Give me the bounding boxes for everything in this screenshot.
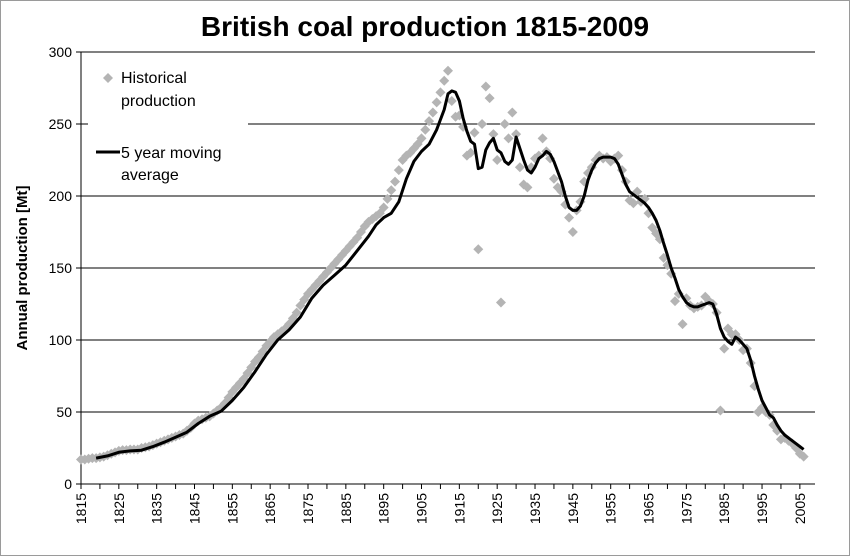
legend-label-historical: Historical — [121, 70, 187, 87]
data-point — [670, 296, 681, 307]
data-point — [677, 319, 688, 330]
legend-box — [88, 62, 248, 190]
data-point — [473, 244, 484, 255]
x-tick-label: 1955 — [603, 493, 619, 524]
x-tick-label: 1905 — [414, 493, 430, 524]
data-point — [537, 133, 548, 144]
x-tick-label: 1835 — [149, 493, 165, 524]
data-point — [798, 451, 809, 462]
data-point — [522, 182, 533, 193]
x-tick-label: 1985 — [716, 493, 732, 524]
moving-average-series — [95, 89, 805, 460]
y-tick-label: 250 — [49, 116, 73, 132]
legend-marker-historical — [103, 73, 113, 83]
data-point — [333, 254, 344, 265]
data-point — [427, 107, 438, 118]
y-tick-label: 150 — [49, 260, 73, 276]
data-point — [514, 162, 525, 173]
x-tick-label: 1925 — [489, 493, 505, 524]
x-tick-label: 1965 — [641, 493, 657, 524]
x-tick-label: 1855 — [224, 493, 240, 524]
data-point — [658, 252, 669, 263]
x-tick-label: 1865 — [262, 493, 278, 524]
data-point — [488, 129, 499, 140]
x-tick-labels: 1815 1825 1835 1845 1855 1865 1875 1885 1895 1905… — [73, 493, 808, 524]
legend-label-historical-line2: production — [121, 93, 196, 110]
data-point — [446, 95, 457, 106]
x-tick-label: 1875 — [300, 493, 316, 524]
axes — [76, 51, 815, 489]
data-point — [291, 307, 302, 318]
legend-label-average-line2: average — [121, 167, 179, 184]
data-point — [431, 97, 442, 108]
data-point — [480, 81, 491, 92]
data-point — [564, 212, 575, 223]
y-tick-label: 0 — [64, 476, 72, 492]
data-point — [469, 127, 480, 138]
data-point — [435, 87, 446, 98]
data-point — [378, 202, 389, 213]
data-point — [492, 155, 503, 165]
data-point — [715, 405, 726, 416]
data-point — [495, 297, 506, 308]
chart-title: British coal production 1815-2009 — [201, 11, 649, 42]
x-tick-label: 1885 — [338, 493, 354, 524]
x-tick-label: 1895 — [376, 493, 392, 524]
x-tick-label: 1915 — [451, 493, 467, 524]
data-point — [386, 185, 397, 196]
data-point — [628, 198, 639, 209]
x-tick-label: 1935 — [527, 493, 543, 524]
x-tick-label: 1995 — [754, 493, 770, 524]
data-point — [511, 129, 522, 140]
data-point — [548, 173, 559, 184]
legend: Historical production 5 year moving aver… — [88, 62, 248, 190]
y-axis-label: Annual production [Mt] — [14, 186, 31, 351]
x-tick-label: 2005 — [792, 493, 808, 524]
data-point — [424, 116, 435, 127]
x-tick-label: 1825 — [111, 493, 127, 524]
x-tick-label: 1975 — [678, 493, 694, 524]
data-point — [439, 75, 450, 86]
data-point — [416, 133, 427, 144]
y-tick-label: 200 — [49, 188, 73, 204]
data-point — [393, 165, 404, 176]
data-point — [507, 107, 518, 118]
x-tick-label: 1945 — [565, 493, 581, 524]
legend-label-average: 5 year moving — [121, 145, 222, 162]
y-tick-label: 50 — [56, 404, 72, 420]
y-tick-labels: 0 50 100 150 200 250 300 — [49, 44, 73, 492]
data-point — [484, 93, 495, 104]
data-point — [420, 124, 431, 135]
data-point — [465, 147, 476, 158]
x-tick-label: 1845 — [187, 493, 203, 524]
y-tick-label: 300 — [49, 44, 73, 60]
data-point — [382, 193, 393, 204]
data-point — [719, 343, 730, 354]
data-point — [503, 133, 514, 144]
y-tick-label: 100 — [49, 332, 73, 348]
data-point — [443, 65, 453, 76]
data-point — [567, 227, 578, 237]
moving-average-line — [95, 89, 805, 460]
x-tick-label: 1815 — [73, 493, 89, 524]
data-point — [499, 119, 510, 129]
data-point — [390, 176, 401, 187]
data-point — [477, 119, 488, 129]
